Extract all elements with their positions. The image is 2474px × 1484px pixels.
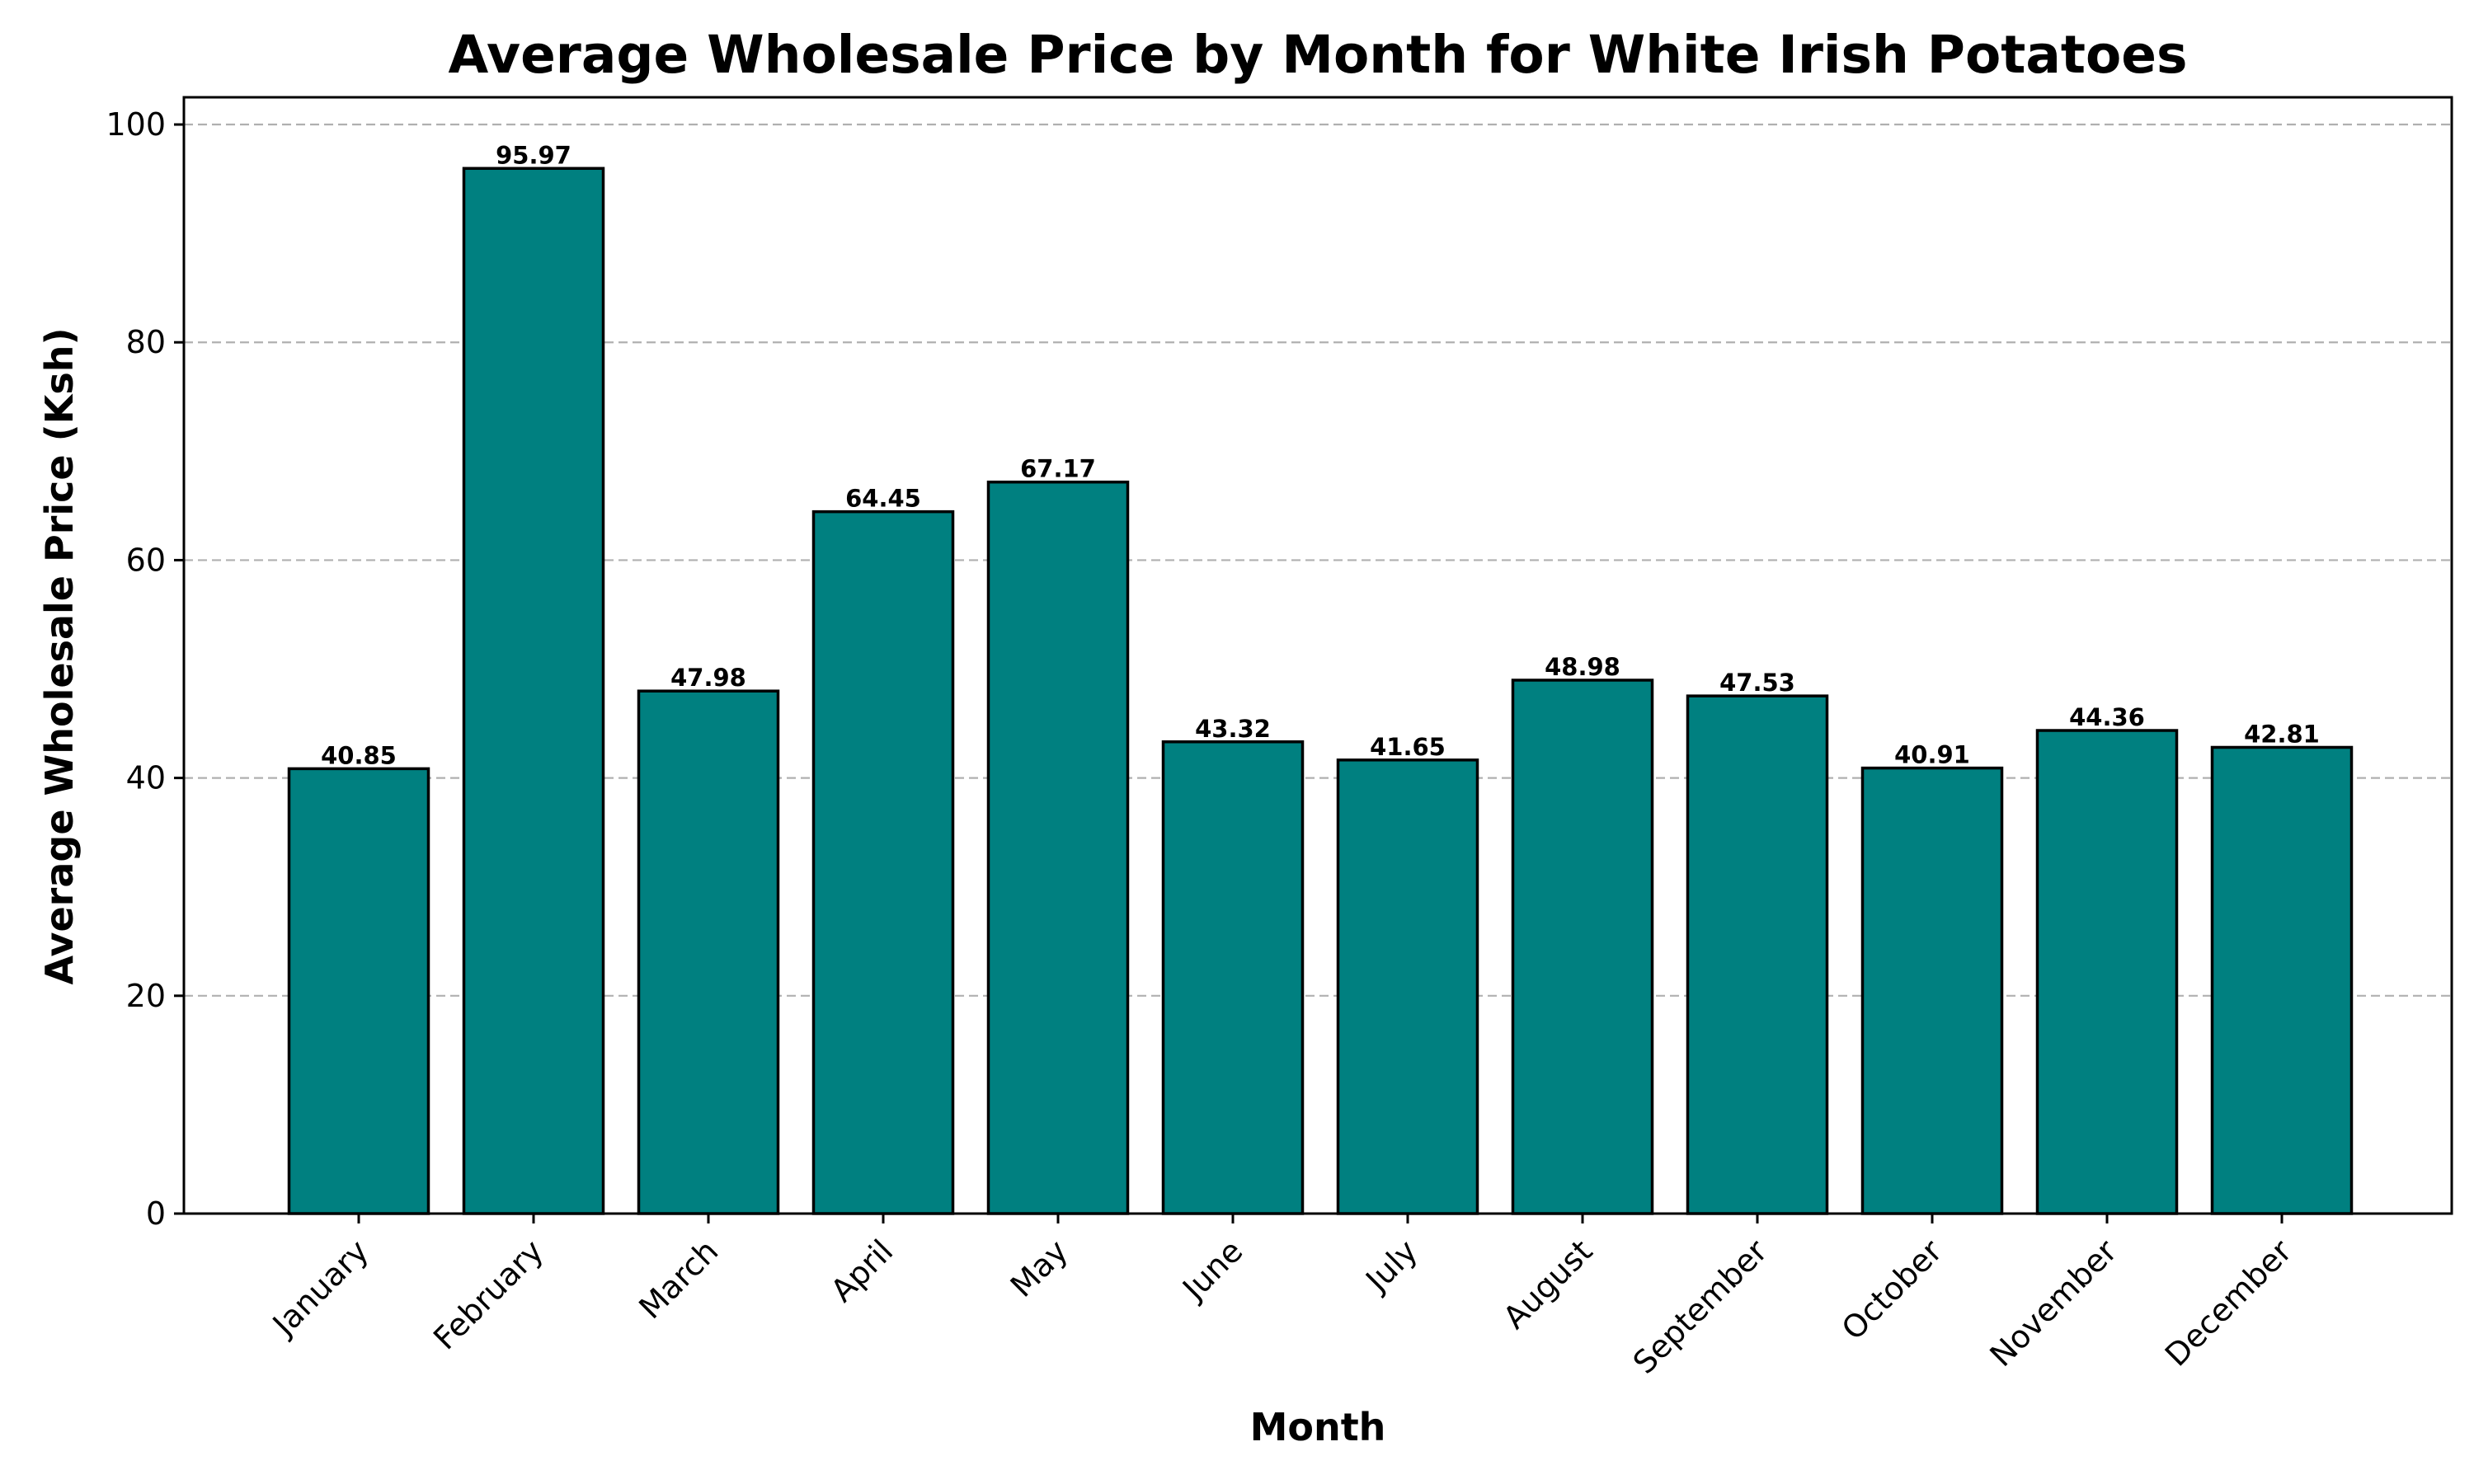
data-label: 47.98 [670,664,746,692]
bar [1511,679,1654,1215]
bar [637,689,780,1215]
y-tick-label: 0 [146,1195,166,1232]
y-tick-label: 60 [126,542,166,578]
bar [1686,694,1829,1215]
x-tick-label: July [1358,1233,1425,1299]
x-tick-label: October [1835,1233,1950,1347]
data-label: 43.32 [1195,715,1271,743]
data-label: 41.65 [1370,733,1446,761]
bar [287,767,430,1215]
data-label: 95.97 [496,141,571,169]
x-axis-label: Month [1250,1405,1386,1449]
data-label: 42.81 [2244,720,2320,748]
x-tick-label: May [1004,1233,1075,1304]
data-label: 47.53 [1719,669,1795,697]
bars [287,167,2354,1215]
y-tick-label: 20 [126,978,166,1014]
data-label: 64.45 [845,485,921,513]
data-label: 67.17 [1020,455,1096,483]
y-tick-label: 100 [106,106,166,143]
x-tick-label: August [1496,1233,1599,1336]
x-tick-label: June [1174,1233,1249,1308]
data-label: 48.98 [1545,653,1620,681]
x-tick-label: November [1982,1233,2124,1374]
x-tick-label: March [632,1233,725,1326]
bar [1860,766,2004,1215]
x-tick-label: February [426,1233,550,1356]
bar [2035,729,2179,1215]
data-labels: 40.85 95.97 47.98 64.45 67.17 43.32 41.65 48.98… [321,141,2320,769]
x-tick-label: January [265,1233,375,1343]
bar [2210,745,2354,1215]
bar [811,510,955,1215]
bar [986,480,1130,1215]
x-axis-ticks: January February March April May June July Augu… [265,1214,2299,1381]
bar [1161,740,1305,1215]
x-tick-label: April [824,1233,901,1309]
y-tick-label: 80 [126,324,166,360]
y-axis-label: Average Wholesale Price (Ksh) [37,328,82,985]
x-tick-label: December [2158,1233,2299,1374]
data-label: 44.36 [2069,703,2145,731]
plot-frame [182,96,2453,1215]
chart-title: Average Wholesale Price by Month for Whi… [448,25,2187,85]
bar [1336,758,1479,1215]
bar [462,167,605,1215]
y-axis-ticks: 0 20 40 60 80 100 [106,106,184,1232]
y-tick-label: 40 [126,760,166,796]
data-label: 40.91 [1894,741,1970,769]
data-label: 40.85 [321,741,397,769]
x-tick-label: September [1626,1233,1775,1381]
